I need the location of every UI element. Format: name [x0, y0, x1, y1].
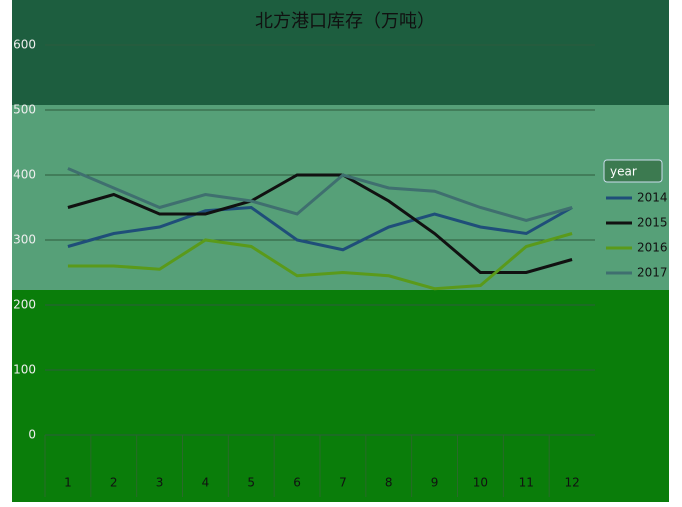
x-tick-label: 4 [202, 476, 210, 490]
legend-label: 2017 [637, 266, 668, 280]
top-band [12, 0, 669, 105]
series-line [67, 205, 573, 252]
x-tick-label: 5 [247, 476, 255, 490]
y-tick-label: 600 [13, 38, 36, 52]
x-tick-label: 1 [64, 476, 72, 490]
x-tick-label: 3 [156, 476, 164, 490]
legend-label: 2014 [637, 191, 668, 205]
middle-band [12, 105, 669, 290]
y-tick-label: 500 [13, 103, 36, 117]
x-tick-label: 9 [431, 476, 439, 490]
legend-header [603, 159, 663, 183]
y-tick-label: 100 [13, 363, 36, 377]
chart-title: 北方港口库存（万吨） [255, 11, 435, 32]
series-line [67, 232, 573, 291]
x-tick-label: 2 [110, 476, 118, 490]
series-line [67, 167, 573, 223]
y-tick-label: 200 [13, 298, 36, 312]
legend-label: 2016 [637, 241, 668, 255]
x-tick-label: 11 [519, 476, 534, 490]
y-tick-label: 0 [28, 428, 36, 442]
x-tick-label: 10 [473, 476, 488, 490]
legend-label: 2015 [637, 216, 668, 230]
legend-title: year [610, 165, 637, 179]
y-tick-label: 300 [13, 233, 36, 247]
series-line [67, 173, 573, 274]
x-tick-label: 12 [564, 476, 579, 490]
x-tick-label: 8 [385, 476, 393, 490]
bottom-band [12, 290, 669, 502]
x-tick-label: 6 [293, 476, 301, 490]
x-tick-label: 7 [339, 476, 347, 490]
y-tick-label: 400 [13, 168, 36, 182]
